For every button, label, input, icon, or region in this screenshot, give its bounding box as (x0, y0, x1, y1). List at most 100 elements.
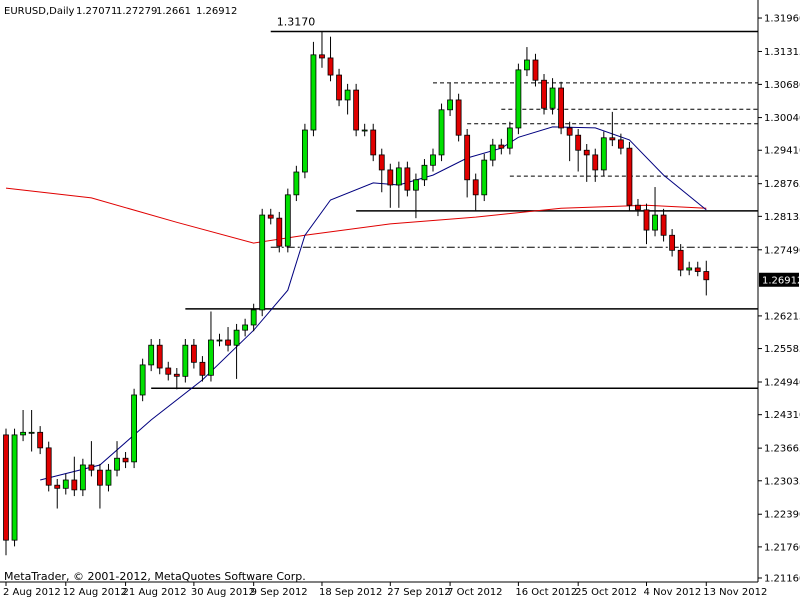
candle-body (284, 194, 291, 247)
candle-body (643, 209, 650, 231)
level-label: 1.3170 (277, 16, 316, 29)
candle-body (430, 154, 436, 166)
candle-body (609, 137, 616, 141)
candle-body (549, 87, 556, 109)
candle-body (558, 87, 564, 129)
candle-body (455, 99, 462, 136)
candle-body (532, 59, 539, 81)
candle-body (105, 469, 112, 486)
candle-body (156, 344, 163, 369)
moving-average (5, 187, 707, 244)
header-close: 1.26912 (196, 6, 237, 17)
x-tick-label: 16 Oct 2012 (515, 587, 577, 598)
candle-body (361, 129, 368, 132)
candle-body (54, 484, 61, 489)
x-tick-label: 18 Sep 2012 (319, 587, 382, 598)
candle-body (79, 464, 86, 491)
x-tick-label: 9 Sep 2012 (251, 587, 308, 598)
current-price-box (759, 272, 799, 287)
candle-body (293, 171, 300, 196)
candle-body (225, 339, 231, 346)
candle-body (122, 457, 129, 463)
candle-body (583, 149, 590, 156)
candle-body (566, 127, 573, 136)
candle-body (592, 154, 599, 171)
candle-body (71, 479, 78, 491)
candle-body (652, 214, 658, 231)
candle-body (148, 344, 155, 366)
candle-body (62, 479, 69, 489)
candle-body (489, 144, 496, 161)
y-tick-label: 1.31315 (764, 47, 800, 58)
candle-body (669, 234, 676, 251)
x-tick-label: 21 Aug 2012 (123, 587, 187, 598)
candle-body (481, 159, 488, 196)
candle-body (506, 127, 513, 149)
candle-body (165, 367, 172, 375)
candle-body (344, 89, 351, 101)
candle-body (421, 164, 428, 181)
candle-body (267, 214, 274, 219)
candle-body (600, 137, 607, 171)
x-tick-label: 27 Sep 2012 (387, 587, 450, 598)
y-tick-label: 1.28765 (764, 179, 800, 190)
candle-body (353, 89, 360, 131)
candle-body (20, 431, 26, 436)
candle-body (173, 373, 180, 377)
candle-body (3, 434, 9, 541)
candle-body (524, 59, 530, 71)
candle-body (88, 464, 95, 471)
candle-body (515, 69, 522, 129)
candle-body (28, 431, 35, 434)
candle-body (45, 447, 52, 486)
candle-body (190, 344, 197, 363)
candle-body (276, 217, 283, 247)
candle-body (395, 167, 402, 186)
current-price-label: 1.26912 (762, 275, 800, 286)
candle-body (686, 267, 693, 271)
candle-body (199, 361, 206, 376)
candle-body (216, 339, 223, 342)
x-tick-label: 25 Oct 2012 (575, 587, 637, 598)
candle-body (139, 364, 146, 396)
candle-body (114, 457, 120, 471)
candle-body (327, 57, 334, 76)
candle-body (233, 329, 240, 346)
y-tick-label: 1.22390 (764, 510, 800, 521)
candle-body (703, 271, 710, 281)
y-tick-label: 1.27490 (764, 245, 800, 256)
y-tick-label: 1.30680 (764, 80, 800, 91)
candle-body (464, 134, 471, 181)
candle-body (660, 214, 667, 236)
candle-body (259, 214, 266, 311)
y-tick-label: 1.28135 (764, 212, 800, 223)
candle-body (11, 434, 18, 541)
candle-body (694, 267, 701, 272)
x-tick-label: 7 Oct 2012 (447, 587, 502, 598)
candle-body (378, 154, 385, 171)
candle-body (541, 79, 547, 109)
y-tick-label: 1.30040 (764, 113, 800, 124)
x-tick-label: 13 Nov 2012 (703, 587, 767, 598)
watermark: MetaTrader, © 2001-2012, MetaQuotes Soft… (4, 570, 306, 583)
header-low: 1.2661 (156, 6, 191, 17)
x-tick-label: 2 Aug 2012 (3, 587, 61, 598)
symbol: EURUSD,Daily (4, 6, 75, 17)
candle-body (472, 179, 479, 196)
y-tick-label: 1.24310 (764, 410, 800, 421)
candle-body (301, 129, 308, 173)
y-tick-label: 1.25585 (764, 344, 800, 355)
y-tick-label: 1.26215 (764, 311, 800, 322)
header-high: 1.27279 (116, 6, 157, 17)
candle-body (208, 339, 214, 376)
candle-body (182, 344, 189, 377)
candle-body (447, 99, 453, 111)
candle-body (626, 147, 633, 206)
candle-body (37, 431, 44, 449)
candle-body (677, 249, 684, 271)
candle-body (131, 394, 138, 463)
candle-body (498, 144, 505, 149)
candle-body (319, 54, 325, 59)
